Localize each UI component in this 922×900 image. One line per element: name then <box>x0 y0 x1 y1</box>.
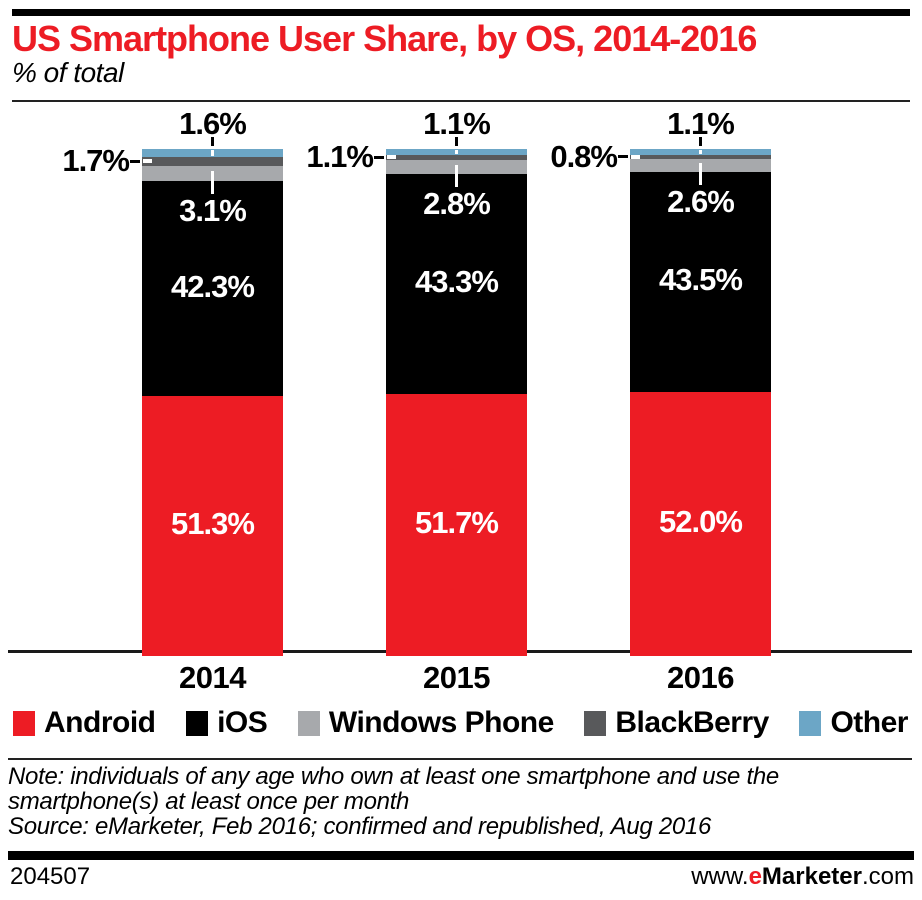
value-label-2015-windows-phone-line <box>455 165 458 188</box>
bar-2014-segment-blackberry <box>142 157 283 166</box>
x-axis-label-2016: 2016 <box>667 660 734 695</box>
value-label-2016-blackberry-notch <box>631 154 640 159</box>
legend: Android iOS Windows Phone BlackBerry Other <box>13 704 908 742</box>
legend-item-windows-phone: Windows Phone <box>297 706 554 739</box>
value-label-2015-windows-phone: 2.8% <box>423 186 491 222</box>
legend-swatch-windows-phone <box>297 710 320 736</box>
legend-item-android: Android <box>13 706 156 739</box>
url-suffix: .com <box>861 863 914 890</box>
bar-2014-segment-ios <box>142 181 283 396</box>
legend-label-blackberry: BlackBerry <box>615 706 769 739</box>
header-divider <box>12 100 910 102</box>
value-label-2014-blackberry-dash <box>130 159 140 163</box>
value-label-2016-ios: 43.5% <box>659 262 743 298</box>
legend-label-ios: iOS <box>217 706 268 739</box>
value-label-2015-blackberry-dash <box>374 155 384 159</box>
value-label-2015-blackberry: 1.1% <box>306 139 374 175</box>
legend-label-android: Android <box>44 706 156 739</box>
value-label-2014-blackberry-notch <box>143 159 152 164</box>
website-url: www.eMarketer.com <box>691 863 914 891</box>
value-label-2015-android: 51.7% <box>415 504 499 540</box>
note-text: Note: individuals of any age who own at … <box>8 763 779 815</box>
bar-2015-segment-blackberry <box>386 154 527 161</box>
value-label-2015-other-notch <box>455 150 458 154</box>
legend-item-other: Other <box>799 707 908 739</box>
legend-swatch-other <box>799 710 822 736</box>
legend-swatch-ios <box>186 710 209 736</box>
x-axis-label-2015: 2015 <box>423 660 490 695</box>
value-label-2014-windows-phone: 3.1% <box>179 193 247 229</box>
footer-top-rule <box>8 851 914 860</box>
source-text: Source: eMarketer, Feb 2016; confirmed a… <box>8 813 712 840</box>
value-label-2014-other: 1.6% <box>179 106 247 141</box>
chart-title: US Smartphone User Share, by OS, 2014-20… <box>12 18 757 59</box>
url-brand-initial: e <box>748 863 762 890</box>
header-top-rule <box>12 9 910 16</box>
chart-id: 204507 <box>10 863 91 890</box>
chart-subtitle: % of total <box>12 57 124 88</box>
legend-item-ios: iOS <box>186 706 268 739</box>
legend-swatch-blackberry <box>584 710 607 736</box>
value-label-2016-other-line <box>699 137 702 146</box>
note-divider <box>8 758 912 760</box>
value-label-2016-windows-phone: 2.6% <box>667 183 735 219</box>
legend-item-blackberry: BlackBerry <box>584 706 769 739</box>
value-label-2015-other-line <box>455 137 458 146</box>
value-label-2016-other: 1.1% <box>667 106 735 141</box>
value-label-2014-blackberry: 1.7% <box>62 143 130 179</box>
value-label-2016-blackberry-dash <box>618 155 628 159</box>
value-label-2015-blackberry-notch <box>387 155 396 160</box>
legend-label-windows-phone: Windows Phone <box>328 706 554 739</box>
value-label-2014-android: 51.3% <box>171 505 255 541</box>
value-label-2014-other-notch <box>211 150 214 157</box>
bar-2016-segment-ios <box>630 171 771 393</box>
notes-block: Note: individuals of any age who own at … <box>8 764 874 839</box>
legend-swatch-android <box>13 710 35 736</box>
bar-2014-segment-android <box>142 395 283 656</box>
bar-2016-segment-blackberry <box>630 154 771 159</box>
value-label-2016-android: 52.0% <box>659 504 743 540</box>
x-axis-label-2014: 2014 <box>179 660 246 695</box>
value-label-2016-blackberry: 0.8% <box>550 138 618 174</box>
legend-label-other: Other <box>830 706 908 739</box>
value-label-2015-ios: 43.3% <box>415 264 499 300</box>
bar-2015-segment-ios <box>386 174 527 394</box>
bar-2015-segment-android <box>386 393 527 656</box>
url-prefix: www. <box>691 863 749 890</box>
bar-2016-segment-android <box>630 392 771 656</box>
value-label-2016-windows-phone-line <box>699 163 702 185</box>
url-brand: Marketer <box>761 863 862 890</box>
value-label-2014-other-line <box>211 137 214 146</box>
value-label-2014-ios: 42.3% <box>171 268 255 304</box>
value-label-2014-windows-phone-line <box>211 171 214 195</box>
value-label-2016-other-notch <box>699 150 702 154</box>
footer: 204507 www.eMarketer.com <box>10 863 914 891</box>
value-label-2015-other: 1.1% <box>423 106 491 141</box>
